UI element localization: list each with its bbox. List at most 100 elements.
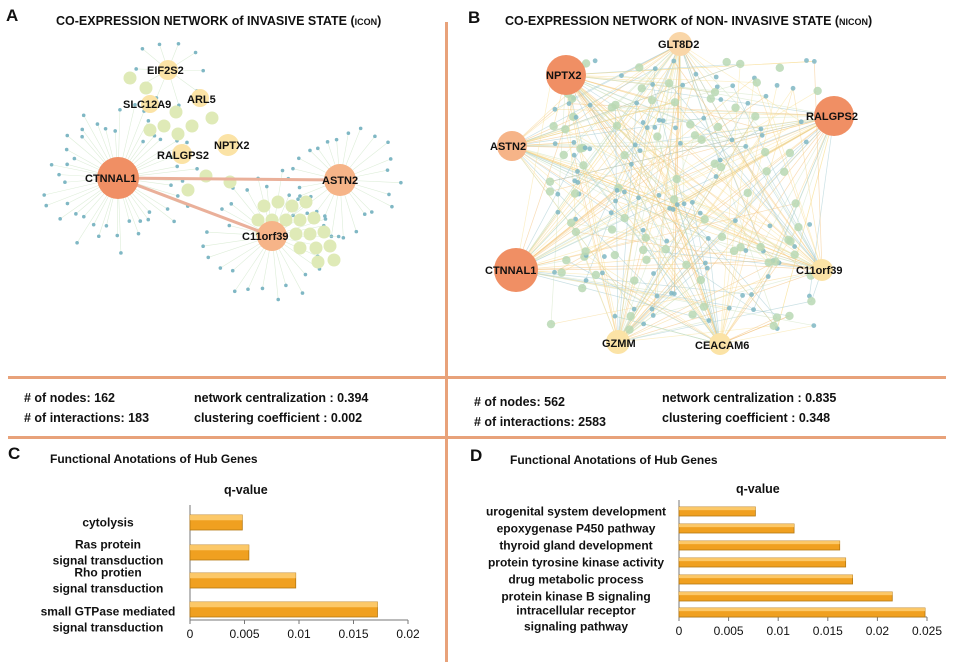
network-node xyxy=(696,275,706,285)
network-edge xyxy=(515,77,755,271)
network-edge xyxy=(719,88,794,345)
network-edge xyxy=(624,191,823,271)
network-edge xyxy=(719,85,778,345)
network-edge xyxy=(673,60,823,271)
category-label: thyroid gland development xyxy=(499,539,652,553)
network-node xyxy=(230,268,235,273)
stats-b-left: # of nodes: 562 # of interactions: 2583 xyxy=(474,392,606,432)
network-node xyxy=(607,225,617,234)
network-node xyxy=(731,103,740,112)
network-node xyxy=(81,113,86,118)
network-node xyxy=(729,137,735,143)
network-node xyxy=(722,57,731,67)
category-label: epoxygenase P450 pathway xyxy=(497,522,656,536)
network-node xyxy=(785,148,795,158)
network-node xyxy=(664,238,670,244)
network-node xyxy=(630,276,639,285)
network-node xyxy=(650,82,656,87)
network-edge xyxy=(585,255,721,345)
network-node xyxy=(388,157,393,161)
network-edge xyxy=(617,320,709,343)
network-node xyxy=(546,319,556,329)
network-node xyxy=(706,318,712,323)
network-node xyxy=(743,143,749,149)
network-node xyxy=(760,147,770,157)
network-node xyxy=(72,156,77,161)
network-node xyxy=(697,135,706,144)
network-node xyxy=(608,210,614,216)
network-node xyxy=(291,213,295,218)
network-node xyxy=(246,287,250,292)
network-node xyxy=(792,244,798,249)
hub-node xyxy=(257,221,287,251)
network-node xyxy=(289,227,303,241)
network-node xyxy=(693,71,699,77)
network-edge xyxy=(575,117,721,345)
network-node xyxy=(386,140,390,145)
network-node xyxy=(552,106,558,112)
network-node xyxy=(680,82,686,88)
network-node xyxy=(780,167,789,177)
network-node xyxy=(65,162,69,167)
network-node xyxy=(133,103,137,107)
network-node xyxy=(552,141,558,147)
network-node xyxy=(279,213,293,227)
network-node xyxy=(611,100,620,110)
network-node xyxy=(316,146,320,151)
network-node xyxy=(545,187,555,196)
network-edge xyxy=(700,212,823,271)
network-node xyxy=(562,256,571,265)
network-node xyxy=(287,193,291,197)
hub-node xyxy=(158,60,178,80)
network-edge xyxy=(720,99,823,271)
network-edge xyxy=(515,260,774,271)
network-edge xyxy=(567,93,823,271)
network-node xyxy=(373,134,377,139)
hub-node xyxy=(217,134,239,156)
chart-c: 0 0.005 0.01 0.015 0.02 cytolysis Ras protein s… xyxy=(41,505,420,641)
category-label: urogenital system development xyxy=(486,505,666,519)
node-label-slc12a9: SLC12A9 xyxy=(123,99,171,111)
network-node xyxy=(264,184,269,189)
network-edge xyxy=(673,209,823,271)
network-node xyxy=(704,265,710,271)
network-node xyxy=(193,50,198,55)
stats-top-divider xyxy=(8,376,946,379)
network-edge xyxy=(643,249,823,271)
network-edge xyxy=(550,74,567,325)
network-node xyxy=(552,269,557,275)
panel-letter-b: B xyxy=(468,8,481,27)
network-node xyxy=(305,211,310,216)
network-node xyxy=(622,189,627,195)
network-node xyxy=(686,120,695,129)
network-node xyxy=(285,199,299,213)
network-node xyxy=(119,251,123,255)
network-edge xyxy=(707,238,721,345)
network-node xyxy=(325,140,330,144)
network-node xyxy=(229,202,234,206)
network-node xyxy=(115,233,120,238)
node-label-astn2: ASTN2 xyxy=(490,141,526,153)
network-node xyxy=(642,255,651,264)
network-node xyxy=(308,148,312,153)
network-node xyxy=(245,188,249,192)
network-node xyxy=(227,223,232,228)
network-node xyxy=(169,155,174,159)
network-node xyxy=(370,210,374,214)
network-node xyxy=(784,235,793,244)
network-node xyxy=(575,168,580,174)
network-edge xyxy=(694,115,835,136)
network-node xyxy=(651,271,656,276)
network-node xyxy=(672,174,681,184)
network-node xyxy=(113,129,117,133)
network-edge xyxy=(732,85,823,271)
network-node xyxy=(280,168,285,173)
x-tick-label: 0.005 xyxy=(229,627,259,641)
x-tick-label: 0.015 xyxy=(813,624,843,638)
network-edge xyxy=(511,63,741,147)
network-node xyxy=(700,215,709,224)
network-edge xyxy=(765,96,823,271)
network-edge xyxy=(565,74,762,130)
network-edge xyxy=(760,115,835,248)
network-node xyxy=(647,95,657,105)
